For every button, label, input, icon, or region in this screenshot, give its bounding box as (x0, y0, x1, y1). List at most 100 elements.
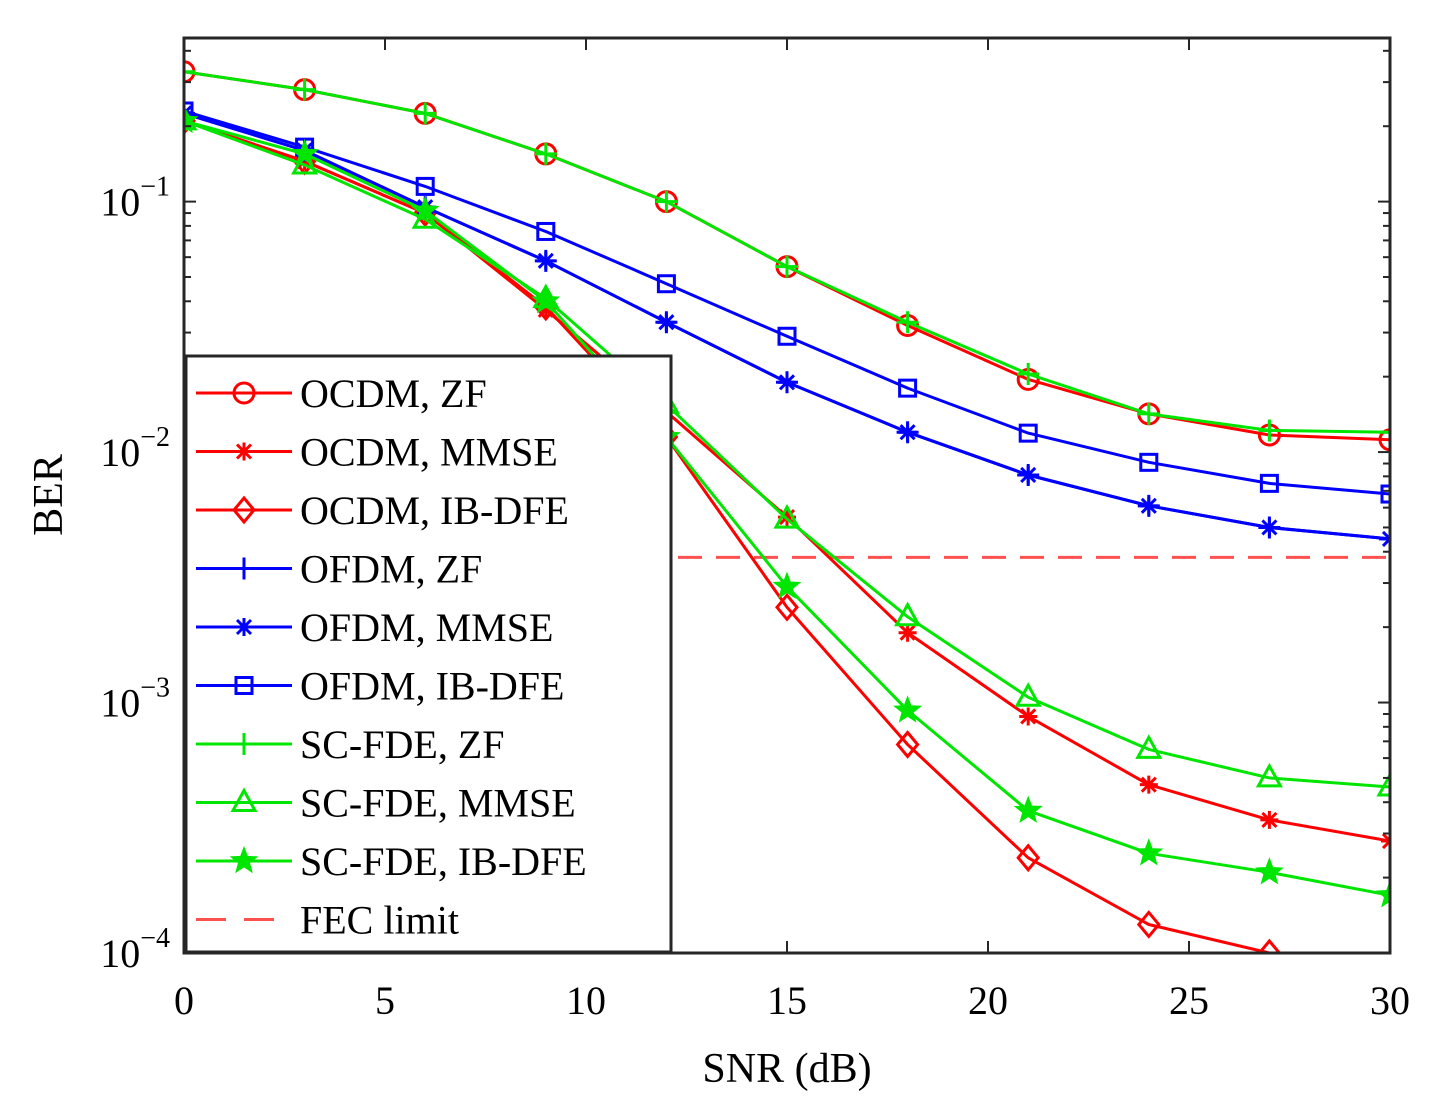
data-point (293, 78, 316, 101)
legend-label: OCDM, IB-DFE (300, 488, 569, 533)
data-point (777, 326, 797, 346)
data-point (184, 101, 194, 121)
legend-entry: OCDM, MMSE (196, 430, 558, 475)
data-point (655, 190, 678, 213)
data-point (1019, 465, 1038, 484)
data-point (1019, 707, 1038, 726)
data-point (414, 102, 437, 125)
legend-label: OCDM, ZF (300, 371, 487, 416)
x-tick-label: 5 (375, 978, 395, 1023)
legend-entry: OFDM, IB-DFE (196, 664, 564, 709)
legend-entry: OCDM, IB-DFE (196, 488, 569, 533)
legend-entry: SC-FDE, IB-DFE (196, 839, 587, 884)
data-point (778, 373, 796, 392)
data-point (1254, 857, 1284, 885)
x-tick-label: 20 (968, 978, 1008, 1023)
x-axis-label: SNR (dB) (702, 1046, 871, 1092)
series-line (184, 119, 1277, 953)
legend-label: FEC limit (300, 898, 459, 943)
data-point (290, 138, 320, 167)
data-point (1139, 775, 1158, 794)
data-point (534, 142, 557, 165)
legend-marker (229, 845, 259, 874)
data-point (1375, 880, 1390, 908)
legend-entry: SC-FDE, ZF (196, 722, 505, 767)
y-tick-label: 10−4 (100, 923, 170, 976)
legend-marker (233, 557, 255, 580)
legend-marker (235, 442, 253, 461)
x-tick-label: 15 (767, 978, 807, 1023)
data-point (1379, 421, 1390, 444)
data-point (1258, 419, 1281, 442)
data-point (1257, 938, 1282, 953)
data-point (896, 311, 919, 334)
data-point (775, 592, 799, 622)
data-point (1139, 452, 1159, 472)
data-point (1018, 423, 1038, 443)
legend-marker (234, 676, 254, 695)
series-5 (184, 101, 1390, 504)
data-point (1137, 402, 1160, 425)
plot-frame (182, 36, 1392, 955)
data-point (1380, 484, 1390, 504)
data-point (1014, 682, 1042, 707)
legend-entry: SC-FDE, MMSE (196, 781, 576, 826)
legend-marker (232, 381, 256, 405)
legend-marker (232, 495, 256, 525)
legend-label: SC-FDE, ZF (300, 722, 505, 767)
data-point (1016, 843, 1041, 873)
data-point (1260, 810, 1279, 829)
data-point (536, 300, 555, 319)
data-point (531, 286, 561, 314)
data-point (893, 695, 923, 723)
legend-entry: OFDM, MMSE (196, 605, 553, 650)
y-tick-labels: 10−1 10−2 10−3 10−4 (100, 172, 170, 976)
data-point (415, 176, 435, 196)
series-line (184, 109, 1390, 496)
data-point (1134, 838, 1164, 866)
data-point (657, 313, 676, 332)
data-point (898, 423, 917, 442)
legend-label: OFDM, MMSE (300, 605, 553, 650)
legend-label: SC-FDE, MMSE (300, 781, 576, 826)
legend-entry: OFDM, ZF (196, 547, 482, 592)
y-tick-label: 10−3 (100, 673, 170, 726)
data-point (776, 255, 798, 278)
x-tick-label: 30 (1370, 978, 1410, 1023)
y-tick-label: 10−1 (100, 172, 170, 225)
data-point (1139, 496, 1158, 515)
data-point (536, 221, 556, 241)
y-axis-label: BER (26, 454, 72, 536)
x-tick-label: 25 (1169, 978, 1209, 1023)
legend: OCDM, ZF OCDM, MMSE OCDM, IB-DFE OFDM, ZF OF… (184, 354, 673, 954)
data-point (773, 503, 801, 529)
legend-label: OFDM, IB-DFE (300, 664, 564, 709)
legend-box (184, 354, 673, 954)
data-point (1017, 362, 1040, 385)
data-point (656, 274, 676, 294)
x-tick-label: 0 (174, 978, 194, 1023)
data-point (410, 195, 440, 223)
data-point (1136, 910, 1161, 939)
data-point (895, 730, 920, 759)
legend-marker (230, 787, 258, 812)
data-point (1378, 428, 1390, 452)
data-point (536, 251, 555, 270)
series-6 (184, 60, 1390, 444)
series-line (184, 119, 1390, 789)
legend-entry: FEC limit (196, 898, 459, 943)
y-tick-label: 10−2 (100, 422, 170, 475)
legend-entries: OCDM, ZF OCDM, MMSE OCDM, IB-DFE OFDM, ZF OF… (196, 371, 587, 943)
data-point (898, 623, 917, 642)
data-point (1255, 762, 1283, 788)
data-point (1013, 795, 1043, 823)
data-point (894, 601, 922, 627)
x-tick-labels: 0 5 10 15 20 25 30 (174, 978, 1410, 1023)
data-point (184, 60, 195, 83)
data-point (1260, 518, 1279, 537)
x-tick-label: 10 (566, 978, 606, 1023)
data-point (1135, 734, 1163, 759)
legend-label: OCDM, MMSE (300, 430, 558, 475)
legend-entry: OCDM, ZF (196, 371, 487, 416)
